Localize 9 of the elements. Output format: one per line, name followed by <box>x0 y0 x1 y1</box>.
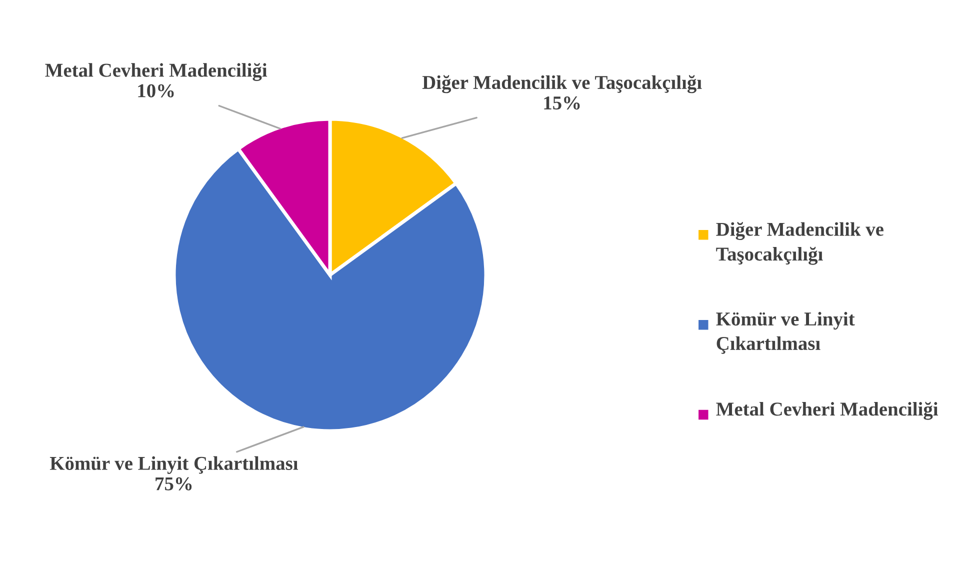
data-label: 75% <box>156 477 192 490</box>
legend-label: Metal Cevheri Madenciliği <box>716 402 938 420</box>
slice-label: Metal Cevheri Madenciliği <box>45 62 268 81</box>
legend-label: Diğer Madencilik ve Taşocakçılığı <box>716 222 884 265</box>
data-label: 15% <box>544 96 580 110</box>
data-label: 10% <box>138 84 174 98</box>
slice-label: Kömür ve Linyit Çıkartılması <box>50 456 298 474</box>
legend-label: Kömür ve Linyit Çıkartılması <box>716 312 855 354</box>
slice-label: Diğer Madencilik ve Taşocakçılığı <box>422 75 702 94</box>
